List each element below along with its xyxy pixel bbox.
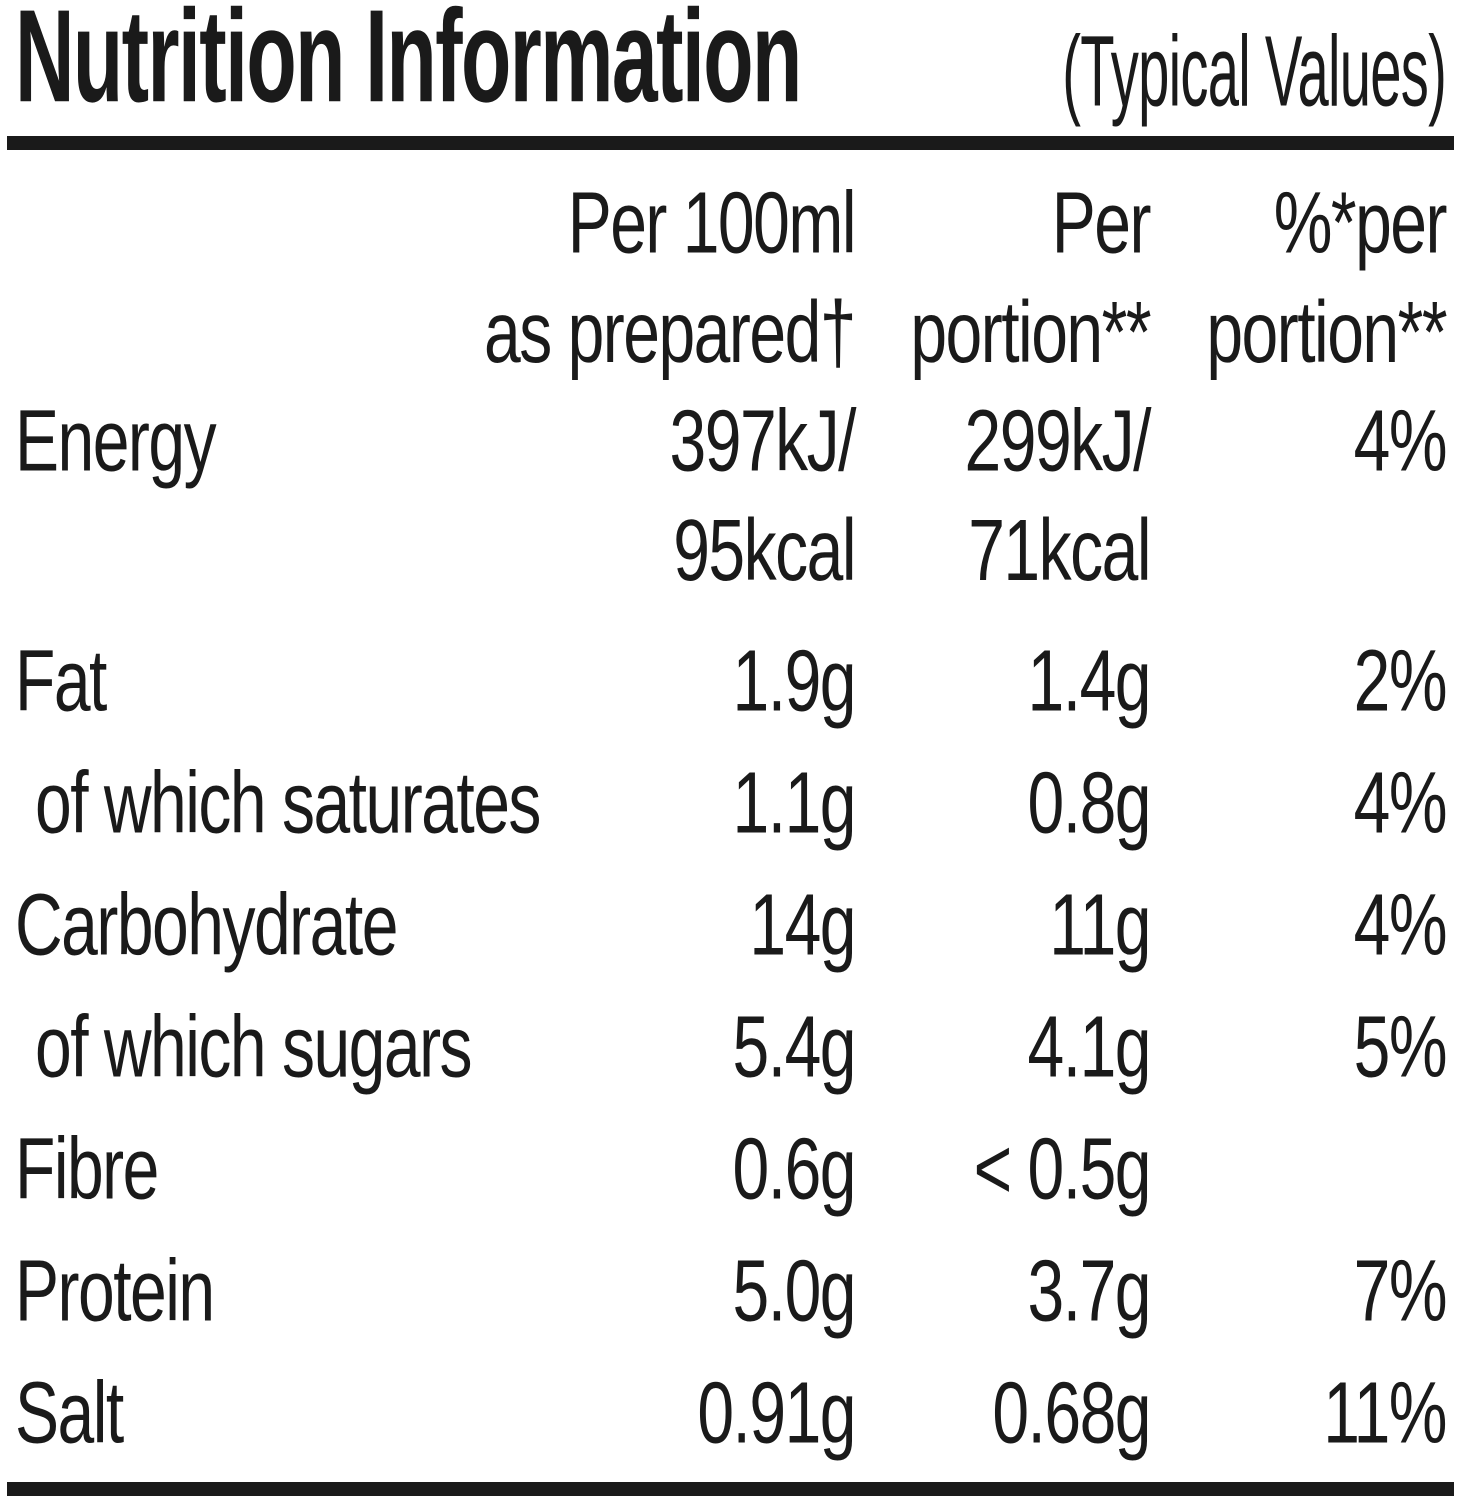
value-text: 11% bbox=[1323, 1363, 1447, 1461]
value-per-100ml-salt: 0.91g bbox=[585, 1358, 856, 1461]
divider-bottom bbox=[7, 1482, 1454, 1496]
nutrient-label-fibre: Fibre bbox=[15, 1114, 585, 1217]
label-text: Fat bbox=[15, 631, 107, 729]
nutrient-label-energy: Energy bbox=[15, 386, 585, 489]
column-header-per-100ml: Per 100ml as prepared† bbox=[15, 168, 856, 380]
value-per-100ml-fibre: 0.6g bbox=[585, 1114, 857, 1217]
value-text: 4% bbox=[1353, 875, 1448, 973]
value-percent-protein: 7% bbox=[1150, 1236, 1448, 1339]
value-per-portion-sugars: 4.1g bbox=[855, 992, 1152, 1095]
nutrient-label-protein: Protein bbox=[15, 1236, 585, 1339]
value-per-portion-salt: 0.68g bbox=[855, 1358, 1151, 1461]
nutrient-label-salt: Salt bbox=[15, 1358, 585, 1461]
value-text: 0.91g bbox=[697, 1363, 856, 1461]
column-header-per-portion-text: Per portion** bbox=[910, 173, 1151, 381]
column-header-percent-per-portion-text: %*per portion** bbox=[1206, 173, 1447, 381]
value-text: 2% bbox=[1353, 631, 1448, 729]
label-text: of which sugars bbox=[35, 997, 473, 1095]
value-per-100ml-fat: 1.9g bbox=[585, 626, 857, 729]
label-text: Carbohydrate bbox=[15, 875, 398, 973]
value-text: 5.0g bbox=[732, 1241, 857, 1339]
value-per-portion-carbohydrate: 11g bbox=[855, 870, 1151, 973]
value-text: 4% bbox=[1353, 391, 1448, 489]
divider-top bbox=[7, 136, 1454, 150]
value-text: 3.7g bbox=[1027, 1241, 1152, 1339]
value-text: 4.1g bbox=[1027, 997, 1152, 1095]
value-text: 5.4g bbox=[732, 997, 857, 1095]
value-text: 397kJ/ 95kcal bbox=[669, 391, 857, 599]
label-text: of which saturates bbox=[35, 753, 541, 851]
header: Nutrition Information (Typical Values) bbox=[15, 0, 1447, 129]
value-text: 11g bbox=[1049, 875, 1151, 973]
label-text: Protein bbox=[15, 1241, 215, 1339]
value-per-100ml-protein: 5.0g bbox=[585, 1236, 857, 1339]
value-per-100ml-saturates: 1.1g bbox=[585, 748, 857, 851]
value-text: 14g bbox=[749, 875, 856, 973]
value-per-portion-energy: 299kJ/ 71kcal bbox=[855, 386, 1152, 598]
value-percent-saturates: 4% bbox=[1150, 748, 1448, 851]
column-header-per-portion: Per portion** bbox=[855, 168, 1151, 380]
nutrition-table: Per 100ml as prepared† Per portion** %*p… bbox=[15, 168, 1448, 1480]
value-text: < 0.5g bbox=[973, 1119, 1152, 1217]
page-subtitle: (Typical Values) bbox=[1062, 14, 1447, 128]
page-title: Nutrition Information bbox=[15, 0, 802, 130]
value-text: 0.68g bbox=[992, 1363, 1151, 1461]
column-header-percent-per-portion: %*per portion** bbox=[1150, 168, 1447, 380]
label-text: Salt bbox=[15, 1363, 124, 1461]
value-per-100ml-carbohydrate: 14g bbox=[585, 870, 856, 973]
nutrient-label-saturates: of which saturates bbox=[15, 748, 585, 851]
value-percent-energy: 4% bbox=[1150, 386, 1448, 489]
value-text: 0.6g bbox=[732, 1119, 857, 1217]
nutrient-label-sugars: of which sugars bbox=[15, 992, 585, 1095]
value-per-portion-protein: 3.7g bbox=[855, 1236, 1152, 1339]
value-text: 0.8g bbox=[1027, 753, 1152, 851]
value-per-portion-fat: 1.4g bbox=[855, 626, 1152, 729]
value-percent-fibre bbox=[1150, 1114, 1446, 1190]
value-percent-sugars: 5% bbox=[1150, 992, 1448, 1095]
value-per-portion-saturates: 0.8g bbox=[855, 748, 1152, 851]
value-text: 1.9g bbox=[732, 631, 857, 729]
value-percent-salt: 11% bbox=[1150, 1358, 1447, 1461]
label-text: Energy bbox=[15, 391, 217, 489]
value-percent-fat: 2% bbox=[1150, 626, 1448, 729]
value-text: 299kJ/ 71kcal bbox=[964, 391, 1152, 599]
value-text: 4% bbox=[1353, 753, 1448, 851]
value-text: 1.1g bbox=[732, 753, 857, 851]
nutrient-label-carbohydrate: Carbohydrate bbox=[15, 870, 585, 973]
value-text: 7% bbox=[1353, 1241, 1448, 1339]
value-per-100ml-energy: 397kJ/ 95kcal bbox=[585, 386, 857, 598]
column-header-per-100ml-text: Per 100ml as prepared† bbox=[484, 173, 856, 381]
value-per-100ml-sugars: 5.4g bbox=[585, 992, 857, 1095]
value-text: 1.4g bbox=[1027, 631, 1152, 729]
value-per-portion-fibre: < 0.5g bbox=[855, 1114, 1152, 1217]
nutrient-label-fat: Fat bbox=[15, 626, 585, 729]
value-text: 5% bbox=[1353, 997, 1448, 1095]
label-text: Fibre bbox=[15, 1119, 159, 1217]
value-percent-carbohydrate: 4% bbox=[1150, 870, 1448, 973]
